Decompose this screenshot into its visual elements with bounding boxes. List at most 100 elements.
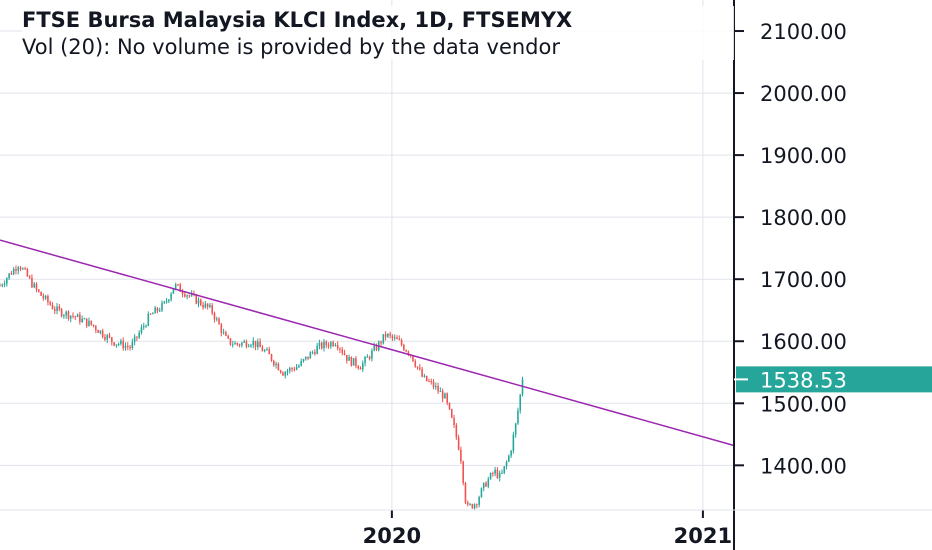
candle-body [136,336,138,338]
candle-body [156,307,159,311]
candle-body [391,335,394,338]
candle-body [51,304,54,310]
candle-body [234,342,236,345]
candle-body [414,361,417,367]
candle-body [330,342,332,347]
candle-body [108,335,111,338]
candle-body [211,305,213,314]
candle-body [72,315,74,317]
candle-body [462,461,464,484]
x-tick-label: 2021 [674,524,732,548]
candle-body [343,353,346,356]
candle-body [241,342,243,346]
candle-body [49,302,51,305]
candle-body [503,466,506,473]
candle-body [92,324,95,327]
candle-body [168,299,170,302]
candle-body [275,363,277,366]
candle-body [69,315,72,319]
y-tick-label: 1700.00 [760,268,847,292]
candle-body [74,316,77,318]
y-tick-label: 2100.00 [760,20,847,44]
candle-body [492,473,494,475]
candle-body [501,472,503,474]
candle-body [44,295,47,299]
candle-body [307,356,309,359]
candle-body [341,349,344,354]
candle-body [421,369,423,377]
candle-body [291,368,293,370]
candle-body [154,307,156,314]
candle-body [65,311,67,316]
candle-body [142,326,145,328]
candle-body [163,301,166,303]
candle-body [60,309,63,317]
candle-body [448,402,451,410]
chart-title: FTSE Bursa Malaysia KLCI Index, 1D, FTSE… [22,8,573,32]
candle-body [206,303,209,307]
candle-body [245,341,248,347]
candle-body [284,372,287,376]
candle-body [236,342,239,345]
candle-body [444,393,446,399]
candle-body [519,394,522,411]
candle-body [147,313,150,326]
volume-notice: Vol (20): No volume is provided by the d… [22,35,560,59]
candle-body [126,345,129,347]
candle-body [10,273,13,275]
candle-body [152,313,154,315]
trendline [0,239,735,447]
candle-body [88,320,90,327]
candle-body [478,497,480,505]
candle-body [432,381,435,388]
candle-body [350,357,353,366]
candle-body [99,330,102,333]
candle-body [117,343,120,345]
candle-body [261,347,264,352]
candle-body [508,455,510,462]
candle-body [494,469,496,474]
candle-body [419,367,421,370]
candle-body [380,341,382,344]
candle-body [295,367,298,370]
candle-layer [0,265,524,511]
candle-body [368,356,371,359]
candle-body [40,291,42,296]
candle-body [81,318,83,323]
candle-body [425,375,428,382]
candle-body [396,337,398,340]
candle-body [423,375,426,377]
candle-body [428,381,430,383]
candle-body [266,349,268,351]
candle-body [42,295,45,299]
candle-body [441,390,444,399]
candle-body [403,344,405,351]
candle-body [393,337,396,339]
candle-body [67,311,70,319]
candle-body [498,472,501,478]
candle-body [505,461,508,467]
candle-body [314,352,316,355]
candle-body [202,305,204,308]
candle-body [227,335,229,339]
candle-body [229,338,232,345]
candle-body [387,333,389,337]
candle-body [416,366,419,368]
candle-body [213,313,216,320]
candle-body [145,325,147,327]
candle-body [33,283,36,288]
candle-body [174,284,177,289]
candle-body [26,269,29,277]
candle-body [131,342,134,348]
candle-body [373,345,375,351]
candle-body [512,434,515,451]
candle-body [298,365,300,368]
candle-body [430,381,433,383]
candle-body [510,450,512,456]
candle-body [238,344,241,346]
y-tick-label: 1800.00 [760,206,847,230]
candle-body [24,268,26,270]
candle-body [279,370,282,373]
candle-body [222,332,225,334]
